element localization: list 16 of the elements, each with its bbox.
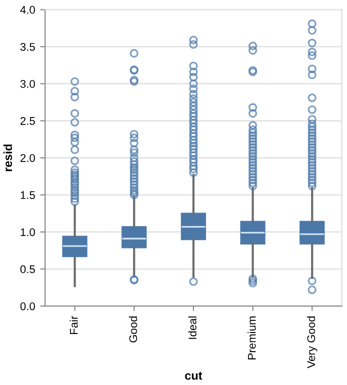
- x-tick-label: Fair: [70, 316, 78, 334]
- x-axis-title: cut: [185, 372, 202, 380]
- y-tick-label: 1.5: [20, 191, 35, 200]
- y-tick-label: 3.5: [20, 42, 35, 51]
- y-axis-title: resid: [3, 144, 12, 172]
- x-tick-label: Very Good: [306, 316, 318, 368]
- y-tick-label: 3.0: [20, 80, 35, 88]
- y-tick-label: 1.0: [20, 228, 35, 236]
- x-tick-label: Good: [128, 316, 138, 342]
- x-tick-label: Premium: [248, 316, 256, 360]
- x-tick-label: Ideal: [188, 316, 196, 339]
- y-tick-label: 2.0: [20, 154, 35, 162]
- y-tick-label: 0.0: [20, 302, 35, 310]
- y-tick-label: 0.5: [20, 265, 35, 274]
- y-tick-label: 4.0: [20, 6, 35, 14]
- y-tick-label: 2.5: [20, 117, 35, 125]
